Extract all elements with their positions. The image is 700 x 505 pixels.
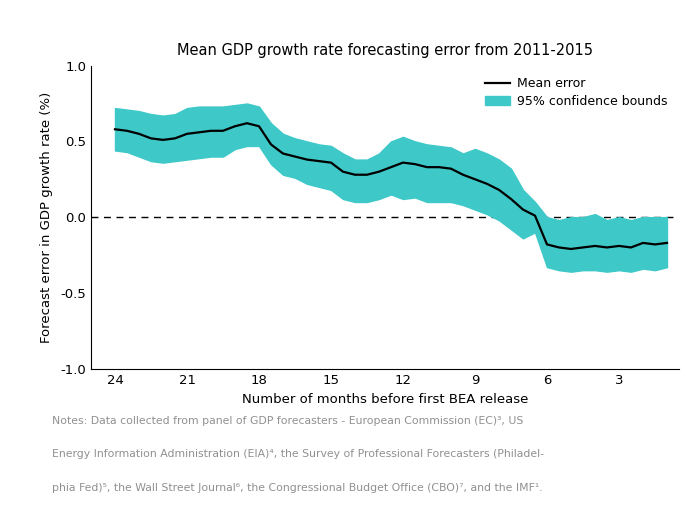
Text: Energy Information Administration (EIA)⁴, the Survey of Professional Forecasters: Energy Information Administration (EIA)⁴… <box>52 449 545 460</box>
Text: Notes: Data collected from panel of GDP forecasters - European Commission (EC)³,: Notes: Data collected from panel of GDP … <box>52 416 524 426</box>
Text: FIGURE 2: FIGURE 2 <box>18 22 75 31</box>
Text: MEAN GDP GROWTH RATE FORECASTING ERROR FROM 2011-2015: MEAN GDP GROWTH RATE FORECASTING ERROR F… <box>94 22 472 31</box>
Y-axis label: Forecast error in GDP growth rate (%): Forecast error in GDP growth rate (%) <box>41 91 53 343</box>
Title: Mean GDP growth rate forecasting error from 2011-2015: Mean GDP growth rate forecasting error f… <box>177 42 593 58</box>
Text: phia Fed)⁵, the Wall Street Journal⁶, the Congressional Budget Office (CBO)⁷, an: phia Fed)⁵, the Wall Street Journal⁶, th… <box>52 483 543 493</box>
X-axis label: Number of months before first BEA release: Number of months before first BEA releas… <box>241 393 528 407</box>
Legend: Mean error, 95% confidence bounds: Mean error, 95% confidence bounds <box>480 72 673 113</box>
